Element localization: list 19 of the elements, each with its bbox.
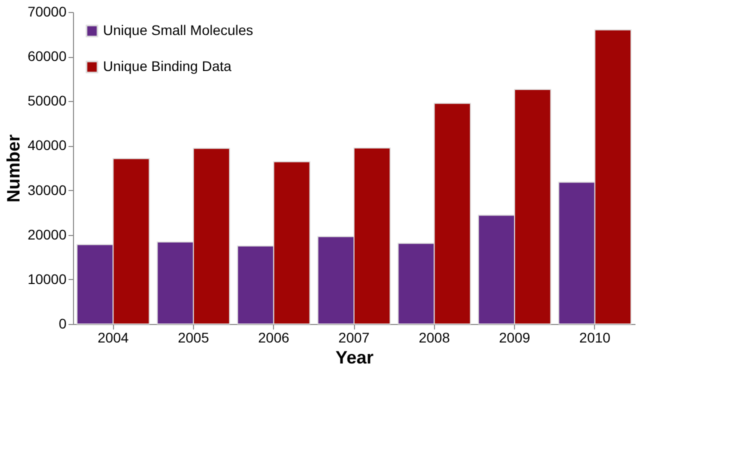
y-tick-label: 0 xyxy=(58,316,67,332)
legend-label: Unique Small Molecules xyxy=(103,22,254,38)
x-tick-label: 2009 xyxy=(498,330,530,346)
y-tick-label: 70000 xyxy=(28,4,67,20)
legend-label: Unique Binding Data xyxy=(103,58,232,74)
y-tick-label: 50000 xyxy=(28,92,67,109)
y-tick-label: 10000 xyxy=(28,270,67,287)
x-tick-label: 2007 xyxy=(338,330,370,346)
x-tick-label: 2004 xyxy=(98,330,129,346)
x-axis-title: Year xyxy=(335,348,374,368)
y-axis-title: Number xyxy=(4,134,24,203)
x-tick-label: 2005 xyxy=(178,330,210,346)
y-tick-label: 20000 xyxy=(28,226,67,242)
x-tick-label: 2006 xyxy=(258,330,290,346)
y-tick-label: 60000 xyxy=(28,48,67,64)
y-tick-label: 40000 xyxy=(28,137,67,154)
x-tick-label: 2008 xyxy=(418,330,450,346)
x-tick-label: 2010 xyxy=(579,330,611,346)
y-tick-label: 30000 xyxy=(28,182,67,198)
